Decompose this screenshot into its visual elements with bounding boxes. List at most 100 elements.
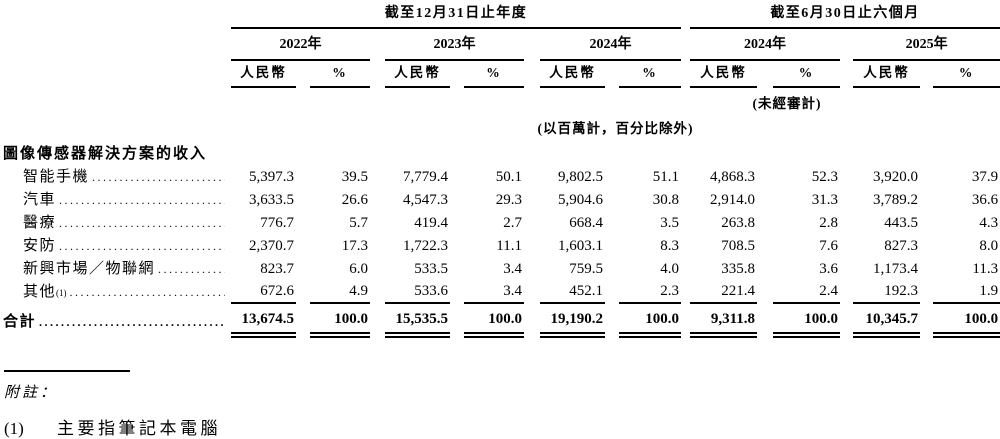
value-cell: 335.8 xyxy=(721,261,756,277)
gap-cell xyxy=(370,188,385,211)
row-label: 安防 xyxy=(0,234,231,257)
gap-cell xyxy=(840,280,853,303)
value-cell: 2,914.0 xyxy=(710,192,756,208)
gap-cell xyxy=(681,211,690,234)
percent-column-header: % xyxy=(933,60,1000,88)
gap-cell xyxy=(450,211,464,234)
value-cell: 8.3 xyxy=(660,238,680,254)
value-cell: 7,779.4 xyxy=(403,169,448,185)
value-cell: 4.9 xyxy=(349,283,368,299)
gap-cell xyxy=(920,234,933,257)
value-cell: 533.5 xyxy=(414,261,448,277)
value-cell: 26.6 xyxy=(341,192,368,208)
gap-cell xyxy=(920,165,933,188)
gap-cell xyxy=(370,211,385,234)
value-cell: 37.9 xyxy=(971,169,999,185)
gap-cell xyxy=(450,234,464,257)
gap-cell xyxy=(450,280,464,303)
year-header-2024-interim: 2024年 xyxy=(690,28,841,61)
gap-cell xyxy=(524,211,540,234)
footnote-marker: (1) xyxy=(4,419,24,438)
value-cell: 5,397.3 xyxy=(249,169,294,185)
gap-cell xyxy=(757,303,773,335)
value-cell: 533.6 xyxy=(414,283,448,299)
gap-cell xyxy=(840,303,853,335)
row-label: 汽車 xyxy=(0,188,231,211)
gap-cell xyxy=(757,257,773,280)
value-cell: 17.3 xyxy=(341,238,368,254)
value-cell: 3,920.0 xyxy=(873,169,919,185)
dot-leader xyxy=(59,216,225,231)
value-cell: 776.7 xyxy=(260,215,294,231)
rmb-column-header: 人民幣 xyxy=(540,60,605,88)
row-label: 其他 (1) xyxy=(0,280,231,303)
value-cell: 4.3 xyxy=(979,215,999,231)
value-cell: 5,904.6 xyxy=(558,192,603,208)
total-value-cell: 100.0 xyxy=(773,302,841,338)
gap-cell xyxy=(605,234,619,257)
notes-divider xyxy=(4,370,130,372)
row-label: 新興市場／物聯網 xyxy=(0,257,231,280)
value-cell: 3.4 xyxy=(503,283,522,299)
gap-cell xyxy=(920,211,933,234)
value-cell: 263.8 xyxy=(721,215,756,231)
value-cell: 221.4 xyxy=(721,283,756,299)
gap-cell xyxy=(920,257,933,280)
footnote-item: (1) 主要指筆記本電腦 xyxy=(4,414,1000,439)
total-value-cell: 13,674.5 xyxy=(231,302,296,338)
rmb-column-header: 人民幣 xyxy=(231,60,296,88)
dot-leader xyxy=(92,170,225,185)
unaudited-note: (未經審計) xyxy=(752,96,822,111)
gap-cell xyxy=(450,257,464,280)
row-label-text: 安防 xyxy=(23,238,57,254)
rmb-column-header: 人民幣 xyxy=(690,60,758,88)
value-cell: 51.1 xyxy=(652,169,680,185)
value-cell: 2.3 xyxy=(660,283,680,299)
total-row: 合計 13,674.5 100.0 15,535.5 100.0 19,190.2 100.… xyxy=(0,302,1000,338)
total-value-cell: 19,190.2 xyxy=(540,302,605,338)
value-cell: 443.5 xyxy=(884,215,919,231)
year-header-2025-interim: 2025年 xyxy=(853,28,1000,61)
row-label-text: 合計 xyxy=(3,314,37,330)
percent-column-header: % xyxy=(464,60,524,88)
value-cell: 39.5 xyxy=(341,169,368,185)
value-cell: 2.7 xyxy=(503,215,522,231)
period-interim-header: 截至6月30日止六個月 xyxy=(690,2,1000,29)
value-cell: 708.5 xyxy=(721,238,756,254)
value-cell: 759.5 xyxy=(569,261,603,277)
gap-cell xyxy=(370,280,385,303)
value-cell: 5.7 xyxy=(349,215,368,231)
gap-cell xyxy=(296,303,310,335)
table-row: 新興市場／物聯網 823.7 6.0 533.5 3.4 759.5 4.0 335.8 3.6… xyxy=(0,257,1000,280)
percent-column-header: % xyxy=(310,60,370,88)
gap-cell xyxy=(757,280,773,303)
value-cell: 3.6 xyxy=(819,261,839,277)
value-cell: 672.6 xyxy=(260,283,294,299)
rmb-column-header: 人民幣 xyxy=(385,60,450,88)
value-cell: 8.0 xyxy=(979,238,999,254)
value-cell: 36.6 xyxy=(971,192,999,208)
row-label: 醫療 xyxy=(0,211,231,234)
gap-cell xyxy=(605,211,619,234)
gap-cell xyxy=(605,257,619,280)
value-cell: 3,633.5 xyxy=(249,192,294,208)
value-cell: 2.8 xyxy=(819,215,839,231)
dot-leader xyxy=(59,239,225,254)
gap-cell xyxy=(920,280,933,303)
gap-cell xyxy=(370,234,385,257)
value-cell: 3.5 xyxy=(660,215,680,231)
year-header-2023: 2023年 xyxy=(385,28,524,61)
gap-cell xyxy=(840,165,853,188)
value-cell: 827.3 xyxy=(884,238,919,254)
total-value-cell: 100.0 xyxy=(933,302,1000,338)
value-cell: 50.1 xyxy=(495,169,522,185)
value-cell: 11.1 xyxy=(496,238,522,254)
unaudited-note-row: (未經審計) xyxy=(0,87,1000,112)
value-cell: 1,722.3 xyxy=(403,238,448,254)
total-value-cell: 10,345.7 xyxy=(853,302,921,338)
gap-cell xyxy=(681,234,690,257)
notes-section: 附註： (1) 主要指筆記本電腦 xyxy=(0,370,1000,439)
section-header: 圖像傳感器解決方案的收入 xyxy=(3,146,208,162)
